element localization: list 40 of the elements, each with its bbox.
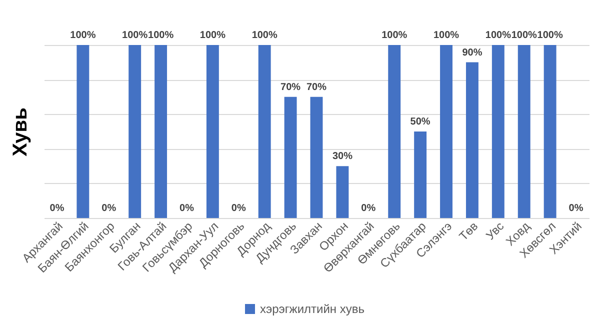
data-label: 0% — [50, 203, 64, 214]
bar — [128, 45, 142, 218]
bar — [76, 45, 90, 218]
data-label: 30% — [332, 151, 353, 162]
bar — [518, 45, 530, 218]
x-tick-label: Төв — [456, 219, 481, 244]
data-label: 100% — [485, 30, 512, 41]
y-axis-title: Хувь — [10, 108, 32, 156]
data-label: 0% — [180, 203, 194, 214]
data-label: 100% — [200, 30, 226, 41]
bar — [206, 45, 219, 218]
data-label: 90% — [462, 47, 482, 58]
data-label: 100% — [70, 30, 96, 41]
bar — [492, 45, 504, 218]
bar — [258, 45, 271, 218]
data-label: 0% — [231, 203, 246, 214]
data-label: 70% — [280, 82, 301, 93]
bar — [310, 96, 323, 218]
data-label: 0% — [102, 203, 116, 214]
data-label: 50% — [410, 116, 430, 128]
bar — [154, 45, 168, 218]
bar — [414, 132, 427, 218]
bar — [336, 166, 349, 218]
data-label: 100% — [122, 30, 148, 41]
data-label: 100% — [433, 30, 460, 41]
legend-label: хэрэгжилтийн хувь — [260, 302, 365, 316]
data-label: 100% — [382, 30, 408, 41]
bar — [544, 45, 556, 218]
data-label: 100% — [148, 30, 174, 41]
x-tick-label: Увс — [483, 219, 507, 243]
bar — [440, 45, 452, 218]
data-label: 0% — [568, 203, 584, 214]
data-label: 100% — [537, 30, 563, 41]
data-label: 100% — [511, 30, 538, 41]
data-label: 70% — [306, 82, 327, 93]
bar — [284, 96, 297, 218]
data-label: 0% — [361, 203, 376, 214]
bar — [466, 62, 478, 218]
data-label: 100% — [252, 30, 278, 41]
bar — [388, 45, 401, 218]
